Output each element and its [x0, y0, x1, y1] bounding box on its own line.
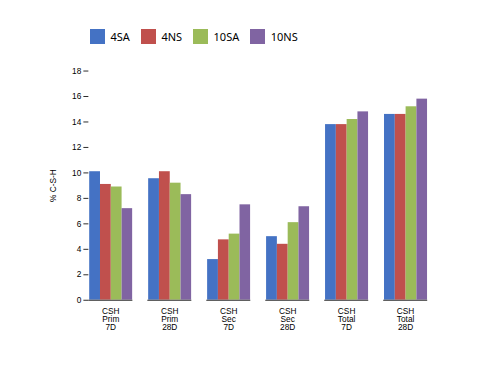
svg-text:10: 10 — [72, 167, 82, 177]
html-text:4SA: 4SA — [110, 29, 130, 44]
svg-text:6: 6 — [77, 218, 82, 228]
svg-text:% C-S-H: % C-S-H — [48, 169, 58, 202]
svg-text:8: 8 — [77, 193, 82, 203]
svg-text:12: 12 — [72, 142, 82, 152]
svg-text:2: 2 — [77, 269, 82, 279]
svg-text:14: 14 — [72, 116, 82, 126]
svg-text:CSHPrim7D: CSHPrim7D — [102, 305, 120, 332]
svg-text:0: 0 — [77, 294, 82, 304]
svg-text:16: 16 — [72, 91, 82, 101]
svg-text:CSHPrim28D: CSHPrim28D — [161, 305, 179, 332]
svg-text:CSHTotal7D: CSHTotal7D — [338, 305, 356, 332]
svg-text:18: 18 — [72, 65, 82, 75]
svg-text:4: 4 — [77, 243, 82, 253]
html-text:4NS: 4NS — [161, 29, 183, 44]
html-text:10NS: 10NS — [270, 29, 298, 44]
svg-text:CSHTotal28D: CSHTotal28D — [397, 305, 415, 332]
svg-text:CSHSec7D: CSHSec7D — [220, 305, 238, 332]
html-text:10SA: 10SA — [213, 29, 240, 44]
svg-text:CSHSec28D: CSHSec28D — [279, 305, 297, 332]
